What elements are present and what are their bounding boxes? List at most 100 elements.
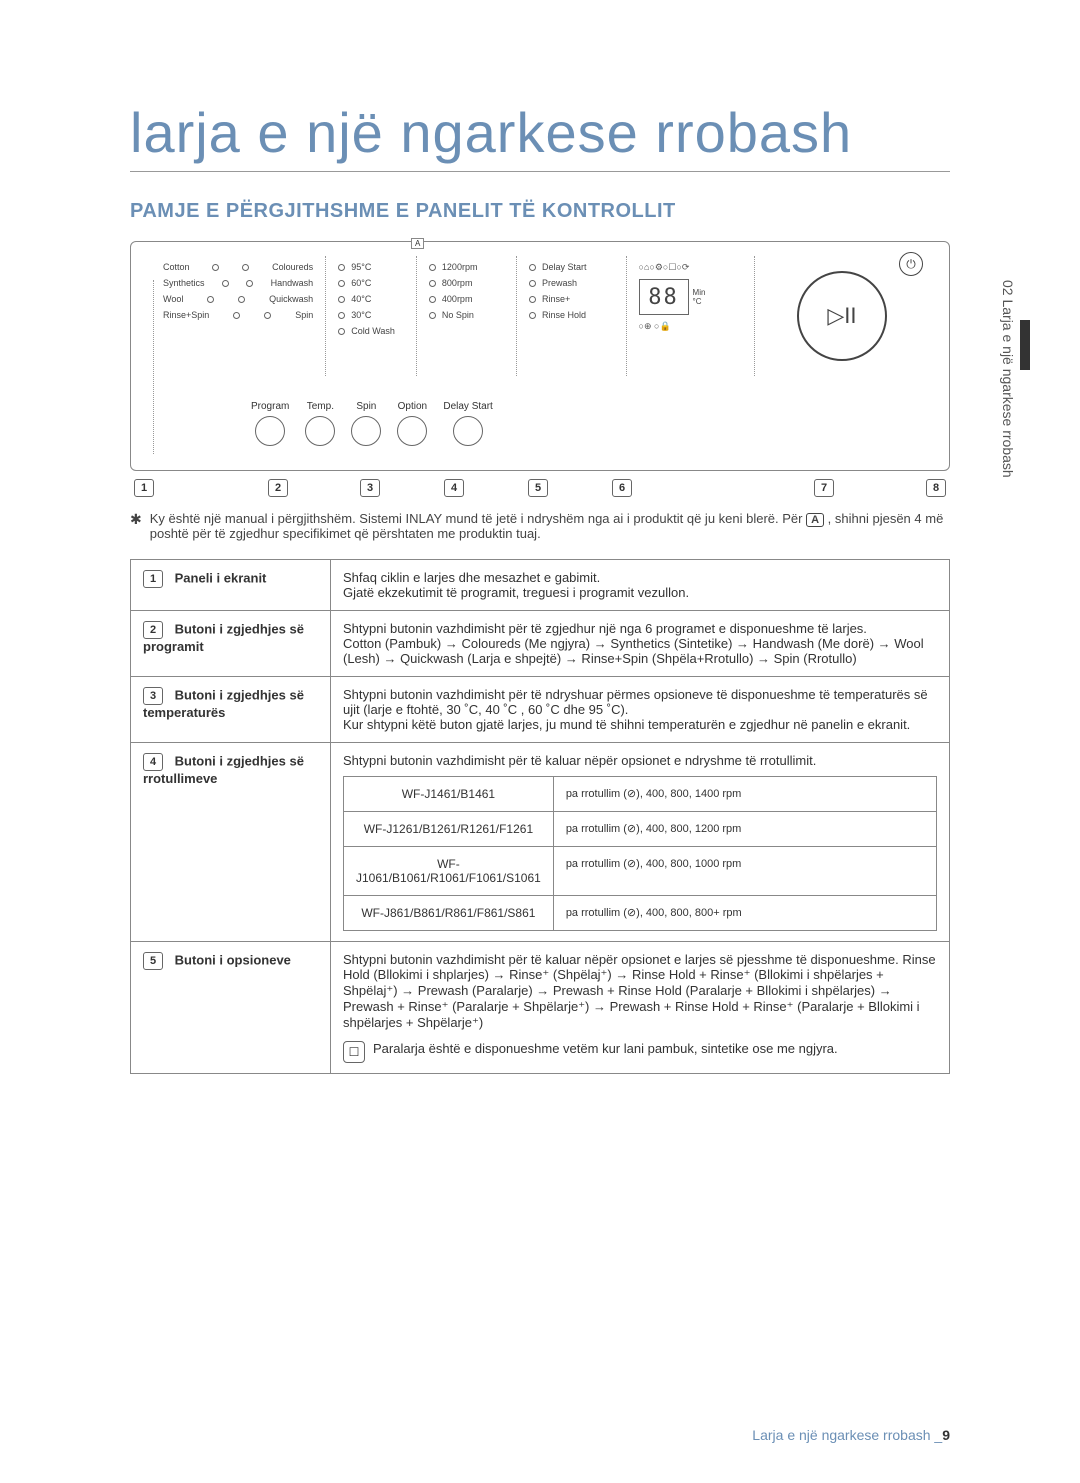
side-tab-text: 02 Larja e një ngarkese rrobash — [1000, 280, 1016, 478]
radio-icon — [246, 280, 253, 287]
table-row: 5 Butoni i opsioneve Shtypni butonin vaz… — [131, 942, 950, 1074]
row-label: Butoni i zgjedhjes së programit — [143, 621, 304, 654]
side-tab: 02 Larja e një ngarkese rrobash — [1000, 280, 1030, 560]
dial-icon: ▷II — [797, 271, 887, 361]
table-row: 1 Paneli i ekranit Shfaq ciklin e larjes… — [131, 560, 950, 611]
radio-icon — [429, 264, 436, 271]
model-cell: WF-J1461/B1461 — [344, 777, 554, 812]
row-num: 4 — [143, 753, 163, 771]
model-cell: WF-J1061/B1061/R1061/F1061/S1061 — [344, 847, 554, 896]
callout-num: 1 — [134, 479, 154, 497]
callout-num: 4 — [444, 479, 464, 497]
radio-icon — [338, 328, 345, 335]
display-icons-top: ○⌂○⚙○☐○⟳ — [639, 262, 742, 273]
temp-label: 40°C — [351, 294, 371, 304]
button-icon — [255, 416, 285, 446]
control-panel-diagram: A Cotton Coloureds Synthetics Handwash Woo… — [130, 241, 950, 471]
radio-icon — [338, 312, 345, 319]
radio-icon — [338, 296, 345, 303]
display-column: ○⌂○⚙○☐○⟳ 88 Min °C ○⊕ ○🔒 — [627, 256, 755, 376]
row-desc: Shtypni butonin vazhdimisht për të kalua… — [343, 952, 936, 1030]
row-num: 3 — [143, 687, 163, 705]
row-num: 2 — [143, 621, 163, 639]
prog-label: Cotton — [163, 262, 190, 272]
prog-label: Wool — [163, 294, 183, 304]
temp-column: 95°C 60°C 40°C 30°C Cold Wash — [326, 256, 417, 376]
btn-label: Delay Start — [443, 401, 492, 412]
row-num: 1 — [143, 570, 163, 588]
spin-label: 1200rpm — [442, 262, 478, 272]
temp-label: 30°C — [351, 310, 371, 320]
note-text: Ky është një manual i përgjithshëm. Sist… — [150, 511, 950, 541]
footer-page-num: 9 — [942, 1427, 950, 1443]
btn-label: Program — [251, 401, 289, 412]
a-badge: A — [411, 238, 424, 249]
button-icon — [305, 416, 335, 446]
radio-icon — [233, 312, 240, 319]
spin-models-table: WF-J1461/B1461pa rrotullim (⊘), 400, 800… — [343, 776, 937, 931]
radio-icon — [242, 264, 249, 271]
row-label: Butoni i zgjedhjes së temperaturës — [143, 687, 304, 720]
radio-icon — [529, 312, 536, 319]
spin-label: No Spin — [442, 310, 474, 320]
prog-label: Handwash — [271, 278, 314, 288]
radio-icon — [238, 296, 245, 303]
radio-icon — [529, 296, 536, 303]
callout-num: 7 — [814, 479, 834, 497]
value-cell: pa rrotullim (⊘), 400, 800, 1400 rpm — [553, 777, 936, 812]
power-icon: ⏻ — [899, 252, 923, 276]
row-desc: Shtypni butonin vazhdimisht për të ndrys… — [343, 687, 928, 732]
note-text-a: Ky është një manual i përgjithshëm. Sist… — [150, 511, 806, 526]
button-icon — [397, 416, 427, 446]
radio-icon — [429, 312, 436, 319]
prog-label: Quickwash — [269, 294, 313, 304]
option-label: Prewash — [542, 278, 577, 288]
row-label: Paneli i ekranit — [175, 570, 267, 585]
section-heading: PAMJE E PËRGJITHSHME E PANELIT TË KONTRO… — [130, 200, 950, 223]
prog-label: Coloureds — [272, 262, 313, 272]
callout-num: 5 — [528, 479, 548, 497]
radio-icon — [338, 264, 345, 271]
temp-label: 95°C — [351, 262, 371, 272]
callout-num: 8 — [926, 479, 946, 497]
prog-label: Synthetics — [163, 278, 205, 288]
model-cell: WF-J861/B861/R861/F861/S861 — [344, 896, 554, 931]
side-tab-bar — [1020, 320, 1030, 370]
dial-column: ⏻ ▷II — [755, 256, 929, 376]
model-cell: WF-J1261/B1261/R1261/F1261 — [344, 812, 554, 847]
option-label: Rinse Hold — [542, 310, 586, 320]
radio-icon — [222, 280, 229, 287]
display-min-label: Min — [693, 288, 706, 297]
general-note: ✱ Ky është një manual i përgjithshëm. Si… — [130, 511, 950, 541]
btn-label: Option — [398, 401, 427, 412]
play-pause-icon: ▷II — [827, 303, 856, 329]
option-column: Delay Start Prewash Rinse+ Rinse Hold — [517, 256, 627, 376]
callout-num: 3 — [360, 479, 380, 497]
prewash-text: Paralarja është e disponueshme vetëm kur… — [373, 1041, 838, 1056]
callout-num: 6 — [612, 479, 632, 497]
table-row: 3 Butoni i zgjedhjes së temperaturës Sht… — [131, 677, 950, 743]
page-footer: Larja e një ngarkese rrobash _9 — [752, 1427, 950, 1443]
value-cell: pa rrotullim (⊘), 400, 800, 1200 rpm — [553, 812, 936, 847]
row-label: Butoni i zgjedhjes së rrotullimeve — [143, 753, 304, 786]
features-table: 1 Paneli i ekranit Shfaq ciklin e larjes… — [130, 559, 950, 1074]
spin-label: 800rpm — [442, 278, 473, 288]
radio-icon — [207, 296, 214, 303]
display-icons-bottom: ○⊕ ○🔒 — [639, 321, 742, 332]
row-intro: Shtypni butonin vazhdimisht për të kalua… — [343, 753, 937, 768]
radio-icon — [264, 312, 271, 319]
spin-label: 400rpm — [442, 294, 473, 304]
spin-column: 1200rpm 800rpm 400rpm No Spin — [417, 256, 517, 376]
row-label: Butoni i opsioneve — [175, 952, 291, 967]
callout-num: 2 — [268, 479, 288, 497]
footer-text: Larja e një ngarkese rrobash _ — [752, 1427, 942, 1443]
row-desc: Shfaq ciklin e larjes dhe mesazhet e gab… — [343, 570, 689, 600]
row-desc: Shtypni butonin vazhdimisht për të zgjed… — [343, 621, 924, 666]
row-num: 5 — [143, 952, 163, 970]
page-title: larja e një ngarkese rrobash — [130, 100, 950, 172]
value-cell: pa rrotullim (⊘), 400, 800, 800+ rpm — [553, 896, 936, 931]
panel-buttons-row: Program Temp. Spin Option Delay Start — [251, 401, 493, 446]
option-label: Rinse+ — [542, 294, 570, 304]
btn-label: Spin — [356, 401, 376, 412]
display-c-label: °C — [693, 297, 706, 306]
